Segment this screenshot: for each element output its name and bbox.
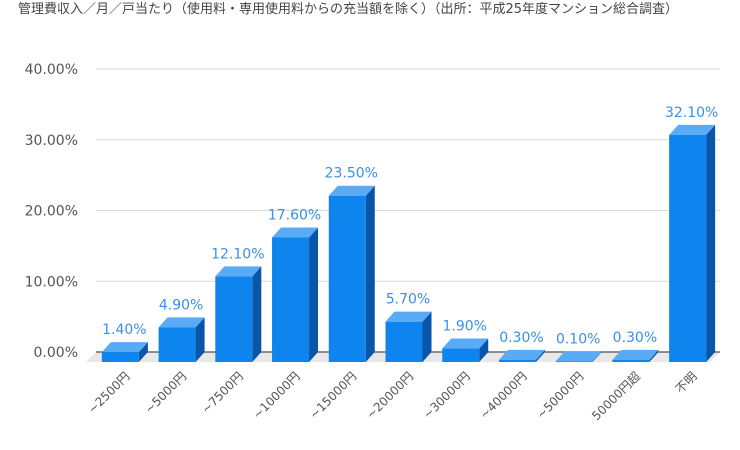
x-tick-label: ~5000円 [142, 369, 189, 416]
data-label: 5.70% [386, 292, 430, 308]
bar-top [215, 266, 262, 277]
y-tick-label: 0.00% [34, 345, 78, 361]
data-label: 0.30% [613, 330, 657, 346]
bar-side [422, 311, 432, 362]
data-label: 1.90% [442, 319, 486, 335]
bar-top [442, 338, 489, 349]
data-label: 0.10% [556, 331, 600, 347]
data-label: 32.10% [665, 105, 718, 121]
bar [328, 195, 366, 362]
bar-side [252, 266, 262, 362]
bar-side [592, 351, 602, 362]
bar-side [479, 338, 489, 362]
x-tick-label: ~20000円 [364, 369, 416, 421]
bar-side [138, 342, 148, 362]
bar-side [649, 349, 659, 362]
x-tick-label: ~10000円 [250, 369, 302, 421]
bar [272, 237, 310, 362]
bar [612, 359, 650, 362]
chart-title: 管理費収入／月／戸当たり（使用料・専用使用料からの充当額を除く）（出所：平成25… [18, 2, 679, 17]
bar [498, 359, 536, 362]
bar-top [328, 185, 375, 196]
x-tick-label: 50000円超 [588, 369, 643, 424]
bar [555, 361, 593, 362]
bar-side [309, 227, 319, 362]
x-tick-label: ~15000円 [307, 369, 359, 421]
bar [442, 348, 480, 362]
bar [669, 134, 707, 362]
x-tick-label: ~30000円 [420, 369, 472, 421]
data-label: 4.90% [159, 297, 203, 313]
bar-top [158, 317, 205, 328]
x-tick-label: 不明 [673, 369, 700, 396]
bar-side [535, 349, 545, 362]
y-tick-label: 30.00% [25, 133, 78, 149]
data-label: 23.50% [325, 166, 378, 182]
bar-side [195, 317, 205, 362]
data-label: 0.30% [499, 330, 543, 346]
bar [158, 327, 196, 362]
y-tick-label: 20.00% [25, 204, 78, 220]
bar [385, 321, 423, 362]
x-tick-label: ~50000円 [534, 369, 586, 421]
bar [101, 352, 139, 362]
data-label: 1.40% [102, 322, 146, 338]
y-tick-label: 40.00% [25, 62, 78, 78]
bar-side [365, 185, 375, 362]
bar-top [385, 311, 432, 322]
bar-top [669, 124, 716, 135]
bar-top [612, 349, 659, 360]
bar-top [498, 349, 545, 360]
bar-side [706, 124, 716, 362]
y-tick-label: 10.00% [25, 274, 78, 290]
data-label: 17.60% [268, 207, 321, 223]
x-tick-label: ~40000円 [477, 369, 529, 421]
x-tick-label: ~7500円 [199, 369, 246, 416]
bar [215, 276, 253, 362]
bar-top [555, 351, 602, 362]
data-label: 12.10% [211, 246, 264, 262]
bar-top [272, 227, 319, 238]
x-tick-label: ~2500円 [85, 369, 132, 416]
bar-top [101, 342, 148, 353]
